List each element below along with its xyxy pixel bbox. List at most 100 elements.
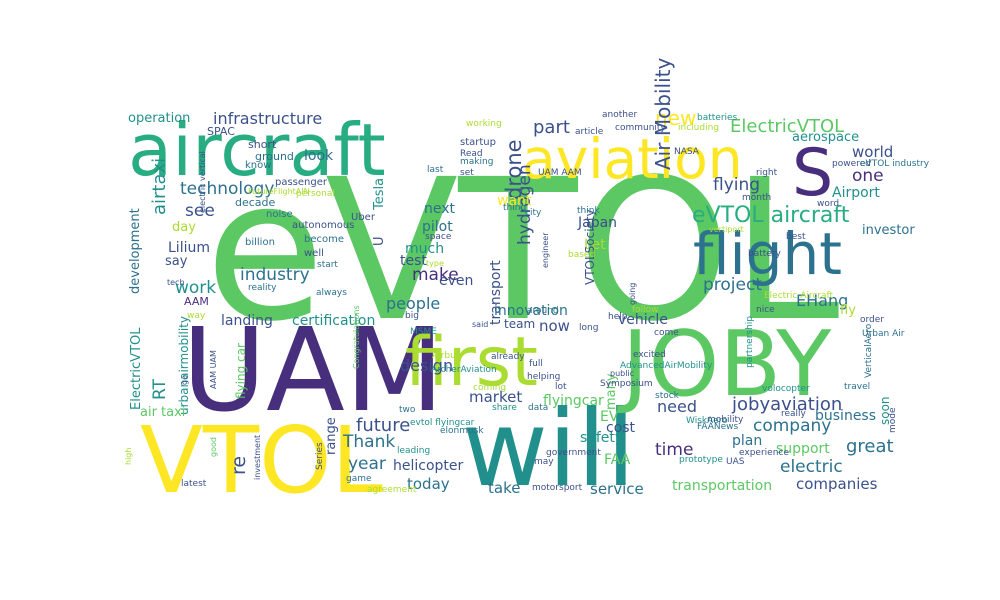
cloud-word: based: [568, 250, 595, 260]
cloud-word: Uber: [351, 212, 376, 223]
cloud-word: Thank: [342, 432, 395, 452]
cloud-word: range: [324, 417, 339, 455]
cloud-word: transport: [488, 260, 504, 325]
cloud-word: much: [405, 241, 444, 257]
cloud-word: powered: [832, 159, 871, 169]
cloud-word: company: [753, 416, 831, 436]
cloud-word: ground: [255, 150, 294, 163]
cloud-word: order: [860, 315, 884, 325]
cloud-word: nice: [756, 305, 775, 315]
cloud-word: around: [527, 306, 559, 316]
cloud-word: vehicle: [618, 312, 668, 328]
cloud-word: year: [348, 454, 386, 474]
cloud-word: motorsport: [532, 483, 583, 493]
cloud-word: word: [817, 199, 839, 209]
cloud-word: Let: [584, 237, 606, 253]
cloud-word: space: [425, 232, 452, 242]
cloud-word: plan: [732, 433, 762, 449]
cloud-word: new: [655, 106, 696, 130]
cloud-word: another: [602, 110, 637, 120]
cloud-word: flying car: [234, 343, 248, 399]
cloud-word: operation: [128, 111, 190, 126]
cloud-word: safety: [580, 430, 623, 446]
cloud-word: will: [462, 388, 635, 510]
cloud-word: now: [539, 317, 570, 335]
cloud-word: come: [654, 328, 679, 338]
cloud-word: design: [400, 356, 453, 375]
cloud-word: Airport: [832, 185, 880, 201]
cloud-word: personal: [296, 189, 335, 199]
cloud-word: way: [187, 311, 206, 321]
cloud-word: stock: [655, 391, 680, 401]
cloud-word: flyingcar: [543, 393, 604, 409]
cloud-word: say: [165, 254, 188, 269]
cloud-word: short: [248, 138, 277, 151]
cloud-word: including: [678, 123, 719, 133]
cloud-word: WiskAero: [686, 416, 728, 426]
cloud-word: helicopter: [393, 458, 464, 474]
cloud-word: transportation: [672, 478, 772, 494]
cloud-word: set: [460, 168, 474, 178]
cloud-word: agreement: [367, 485, 417, 495]
cloud-word: prototype: [679, 455, 723, 465]
cloud-word: think: [577, 206, 600, 216]
cloud-word: aviation: [522, 127, 743, 191]
cloud-word: one: [852, 166, 884, 186]
cloud-word: share: [492, 403, 517, 413]
cloud-word: batteries: [697, 113, 738, 123]
cloud-word: work: [175, 278, 216, 298]
cloud-word: UAM: [182, 304, 444, 438]
cloud-word: AAM UAM: [209, 350, 218, 389]
cloud-word: game: [346, 474, 372, 484]
cloud-word: first: [405, 323, 538, 402]
cloud-word: already: [491, 352, 525, 362]
cloud-word: Japan: [577, 215, 617, 231]
cloud-word: soon: [878, 396, 892, 425]
cloud-word: coming: [473, 383, 506, 393]
cloud-word: project: [703, 275, 762, 295]
cloud-word: type: [426, 259, 444, 268]
cloud-word: vertiport: [709, 225, 744, 234]
cloud-word: great: [846, 436, 894, 457]
cloud-word: Electric Aircraft: [764, 291, 834, 301]
cloud-word: eVTOL industry: [860, 159, 930, 169]
cloud-word: ElectricVTOL: [730, 116, 844, 137]
cloud-word: technology: [180, 179, 274, 199]
cloud-word: landing: [221, 313, 273, 329]
cloud-word: decade: [235, 196, 276, 209]
cloud-word: public: [610, 369, 634, 378]
cloud-word: drone: [502, 139, 526, 200]
cloud-word: see: [185, 201, 215, 221]
cloud-word: day: [172, 220, 196, 235]
cloud-word: month: [742, 193, 771, 203]
cloud-word: follow: [632, 305, 659, 315]
cloud-word: aircraft: [128, 108, 386, 192]
cloud-word: NASA: [674, 147, 700, 157]
cloud-word: long: [579, 323, 598, 333]
cloud-word: full: [529, 359, 543, 369]
cloud-word: U: [372, 236, 387, 246]
cloud-word: electric: [780, 457, 843, 477]
cloud-word: help: [608, 312, 628, 322]
cloud-word: startup: [460, 137, 496, 148]
cloud-word: FutureFlightAIN: [248, 187, 310, 196]
cloud-word: infrastructure: [213, 109, 322, 128]
cloud-word: certification: [292, 313, 375, 329]
cloud-word: VTOL: [140, 407, 383, 514]
cloud-word: eVTOL aircraft: [692, 203, 850, 228]
cloud-word: right: [756, 168, 778, 178]
cloud-word: community: [615, 123, 666, 133]
cloud-word: next: [424, 201, 456, 217]
cloud-word: test: [400, 253, 427, 269]
cloud-word: hydrogen: [515, 164, 535, 245]
cloud-word: helping: [527, 372, 560, 382]
cloud-word: ArcherAviation: [431, 365, 497, 375]
cloud-word: urbanairmobility: [177, 316, 191, 415]
cloud-word: team: [504, 317, 535, 331]
cloud-word: re: [228, 456, 250, 475]
cloud-word: time: [655, 440, 693, 460]
cloud-word: flying: [713, 175, 760, 195]
cloud-word: Tesla: [372, 178, 387, 211]
